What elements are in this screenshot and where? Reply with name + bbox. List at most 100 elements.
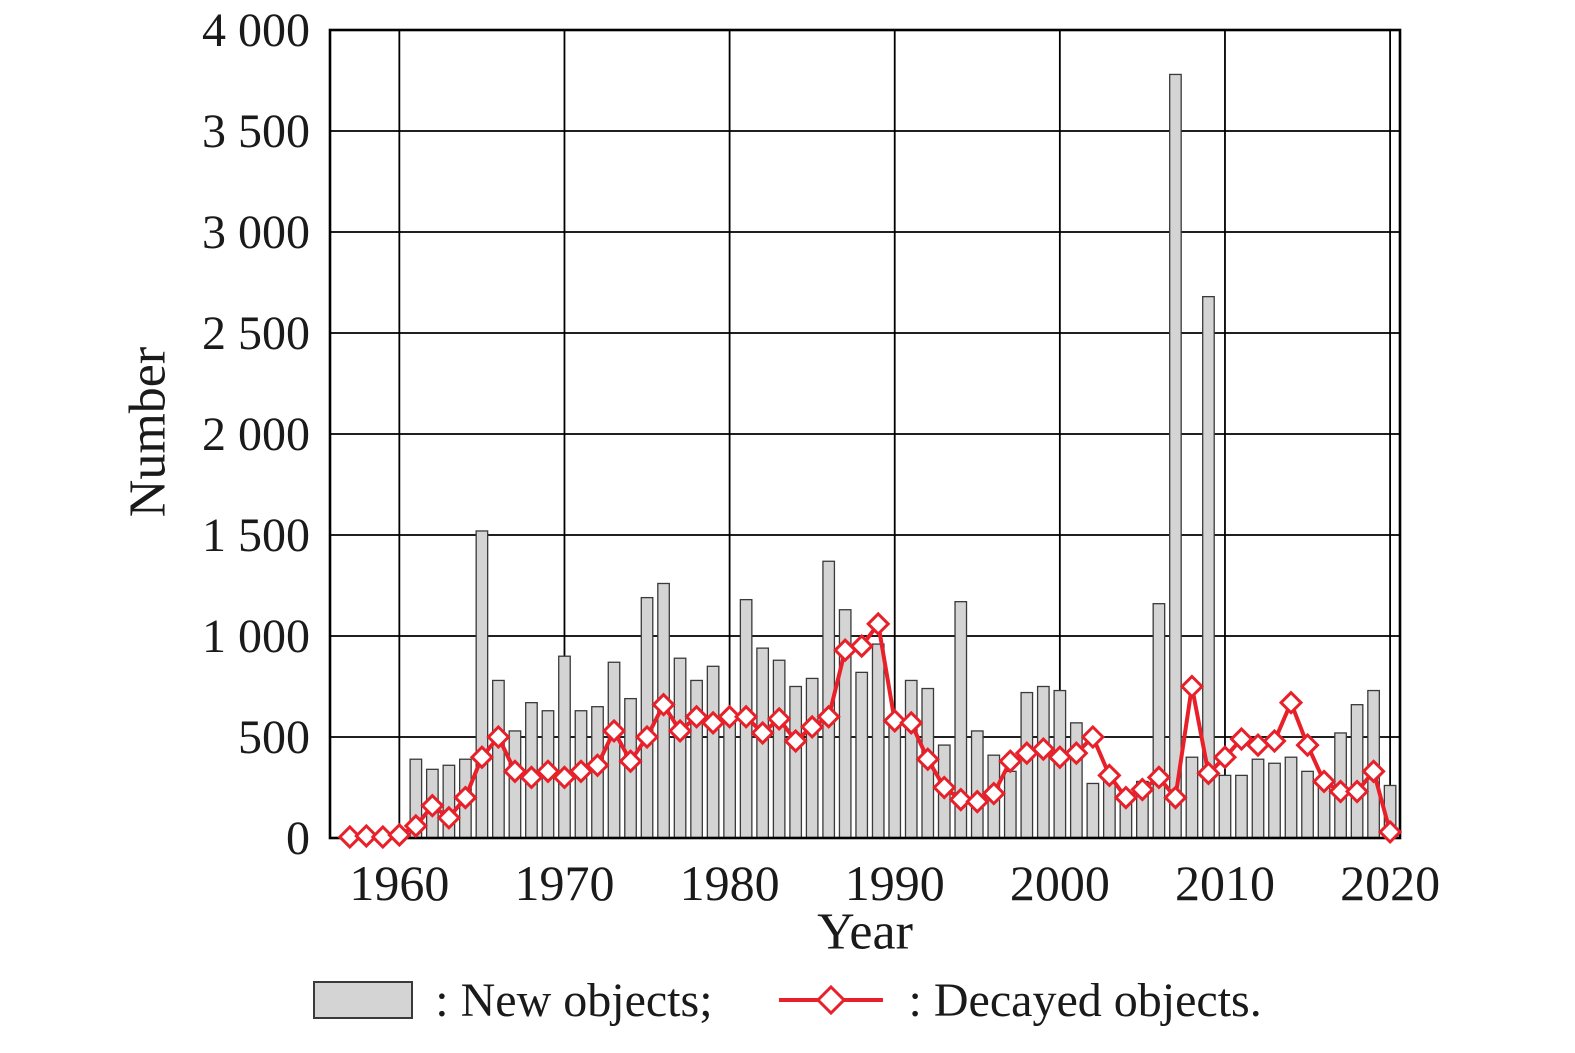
- diamond-marker: [1344, 779, 1370, 804]
- bar: [640, 596, 654, 839]
- diamond-marker: [800, 714, 825, 740]
- diamond-marker: [866, 611, 891, 637]
- diamond-marker: [354, 823, 379, 849]
- diamond-marker: [1080, 724, 1105, 750]
- bar: [789, 685, 803, 839]
- y-tick-label: 3 500: [202, 105, 310, 158]
- diamond-marker: [1278, 690, 1304, 715]
- diamond-marker: [618, 749, 643, 774]
- diamond-marker: [1328, 779, 1353, 804]
- diamond-marker: [717, 704, 742, 729]
- x-tick-label: 1980: [680, 855, 780, 911]
- y-tick-label: 0: [286, 812, 310, 865]
- diamond-marker: [899, 710, 924, 735]
- diamond-marker: [1031, 736, 1056, 762]
- y-tick-label: 4 000: [202, 4, 310, 57]
- diamond-marker: [585, 753, 610, 778]
- diamond-marker: [684, 704, 709, 729]
- bar: [772, 659, 786, 839]
- bar: [1235, 774, 1248, 839]
- bar: [871, 643, 885, 839]
- bar: [1301, 770, 1314, 839]
- diamond-marker: [1311, 769, 1337, 794]
- diamond-marker: [667, 718, 693, 744]
- diamond-marker: [915, 747, 940, 772]
- x-tick-label: 1990: [845, 855, 945, 911]
- bar: [1036, 685, 1050, 839]
- bar: [508, 730, 522, 839]
- y-tick-label: 1 000: [202, 610, 310, 663]
- legend-new-objects-swatch: [313, 981, 414, 1019]
- diamond-marker: [420, 793, 445, 818]
- diamond-marker: [1064, 741, 1089, 766]
- bar: [1284, 756, 1298, 839]
- diamond-marker: [1377, 819, 1403, 845]
- y-axis-title: Number: [119, 346, 177, 518]
- bar: [1003, 770, 1017, 839]
- diamond-marker: [1361, 759, 1386, 784]
- x-tick-labels: 1960 1970 1980 1990 2000 2010 2020: [349, 855, 1440, 911]
- diamond-marker: [469, 745, 495, 770]
- diamond-marker: [486, 724, 511, 750]
- x-tick-label: 2020: [1340, 855, 1440, 911]
- bar: [1069, 722, 1083, 839]
- diamond-marker: [882, 708, 907, 733]
- x-tick-label: 1960: [349, 855, 449, 911]
- diamond-marker: [948, 787, 973, 812]
- bar: [855, 671, 869, 839]
- plot-area: 0 500 1 000 1 500 2 000 2 500 3 000 3 500 4 000 1…: [202, 4, 1440, 911]
- legend-new-objects-label: : New objects;: [435, 973, 713, 1027]
- bar: [1268, 762, 1281, 839]
- bar: [1185, 756, 1199, 839]
- y-tick-label: 3 000: [202, 206, 310, 259]
- diamond-marker: [981, 781, 1006, 806]
- diamond-marker: [568, 759, 594, 784]
- diamond-marker: [849, 633, 874, 659]
- bar: [888, 716, 902, 839]
- y-tick-labels: 0 500 1 000 1 500 2 000 2 500 3 000 3 500 4 000: [202, 4, 310, 865]
- diamond-marker: [634, 724, 660, 750]
- diamond-marker: [387, 822, 412, 848]
- bar: [1350, 704, 1364, 839]
- diamond-marker: [816, 704, 841, 729]
- diamond-marker: [733, 704, 759, 729]
- diamond-marker: [1163, 785, 1188, 810]
- bars-new-objects: [343, 73, 1397, 839]
- y-tick-label: 500: [238, 711, 310, 764]
- diamond-marker: [783, 728, 808, 754]
- diamond-marker: [1179, 674, 1205, 699]
- bar: [492, 679, 505, 839]
- bar: [607, 661, 621, 839]
- diamond-marker: [337, 824, 362, 850]
- bar: [904, 679, 918, 839]
- diamond-marker: [601, 718, 627, 744]
- diamond-marker: [1146, 765, 1172, 790]
- bar: [690, 679, 703, 839]
- diamond-marker: [453, 785, 478, 810]
- bar: [706, 665, 720, 839]
- diamond-marker: [436, 805, 462, 830]
- legend-decayed-objects-label: : Decayed objects.: [908, 973, 1262, 1027]
- diamond-marker: [1212, 745, 1238, 770]
- diamond-marker: [750, 720, 775, 746]
- bar: [805, 677, 819, 839]
- diamond-marker: [403, 813, 428, 839]
- diamond-marker: [1113, 785, 1139, 810]
- diamond-marker: [1262, 728, 1287, 754]
- diamond-marker: [700, 710, 726, 735]
- diamond-marker: [651, 692, 676, 717]
- x-axis-title: Year: [817, 903, 913, 961]
- y-tick-label: 2 500: [202, 307, 310, 360]
- bar: [970, 730, 984, 839]
- diamond-marker: [519, 765, 544, 790]
- diamond-marker: [502, 759, 528, 784]
- y-tick-label: 2 000: [202, 408, 310, 461]
- bar: [475, 530, 489, 839]
- legend: : New objects; : Decayed objects.: [0, 972, 1575, 1028]
- diamond-marker: [552, 765, 577, 790]
- x-tick-label: 1970: [514, 855, 614, 911]
- diamond-marker: [1229, 726, 1254, 752]
- diamond-marker: [1130, 777, 1155, 802]
- legend-decayed-line-icon: [778, 984, 883, 1016]
